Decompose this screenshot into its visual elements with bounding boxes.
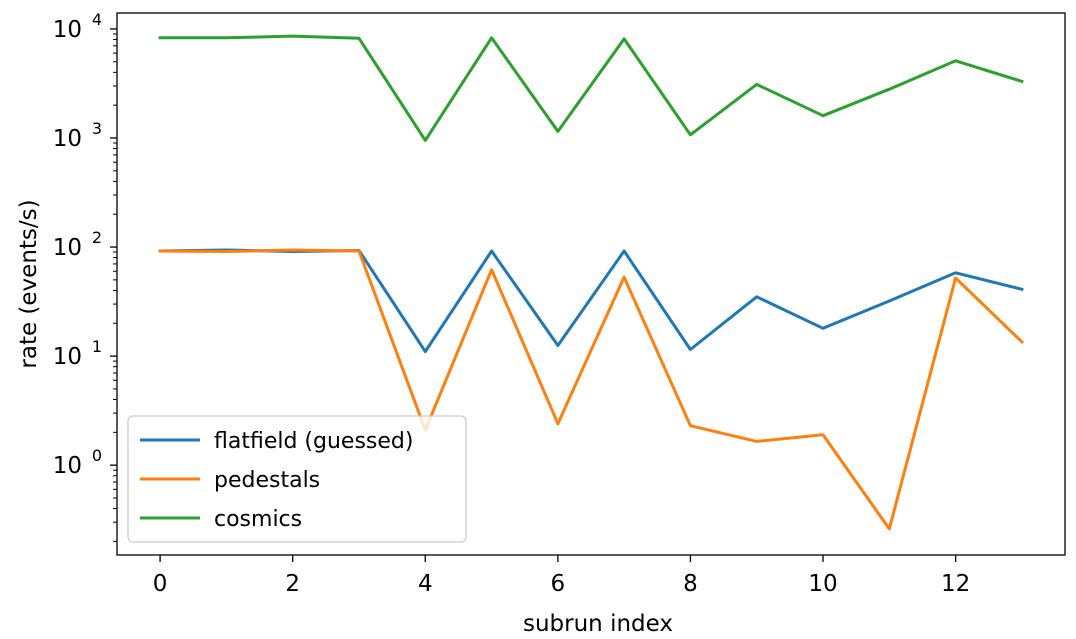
x-tick-label: 8 [683,571,698,597]
x-tick-label: 6 [551,571,566,597]
y-major-ticks: 10 0 10 1 10 2 10 3 10 4 [53,10,117,479]
legend: flatfield (guessed) pedestals cosmics [127,415,467,543]
legend-label-cosmics: cosmics [214,507,302,532]
x-tick-label: 10 [808,571,837,597]
y-tick-label-exponent: 4 [92,10,102,29]
x-ticks: 0 2 4 6 8 10 12 [153,555,970,597]
legend-box [127,415,467,543]
x-tick-label: 4 [418,571,433,597]
y-tick-label: 10 [53,17,82,43]
y-tick-label-exponent: 1 [92,337,102,356]
x-axis-label: subrun index [523,611,673,637]
legend-label-flatfield: flatfield (guessed) [214,429,413,454]
x-tick-label: 2 [285,571,300,597]
y-tick-label: 10 [53,344,82,370]
y-minor-ticks [113,33,117,542]
y-tick-label: 10 [53,235,82,261]
x-tick-label: 12 [941,571,970,597]
series-line-cosmics [158,34,1024,142]
series-lines [158,34,1025,531]
y-axis-label: rate (events/s) [16,199,42,368]
y-tick-label-exponent: 2 [92,228,102,247]
legend-label-pedestals: pedestals [214,468,320,493]
x-tick-label: 0 [153,571,168,597]
y-tick-label: 10 [53,453,82,479]
y-tick-label-exponent: 0 [92,446,102,465]
series-line-pedestals [158,248,1025,531]
plot-frame [116,12,1066,556]
y-tick-label-exponent: 3 [92,119,102,138]
y-tick-label: 10 [53,126,82,152]
